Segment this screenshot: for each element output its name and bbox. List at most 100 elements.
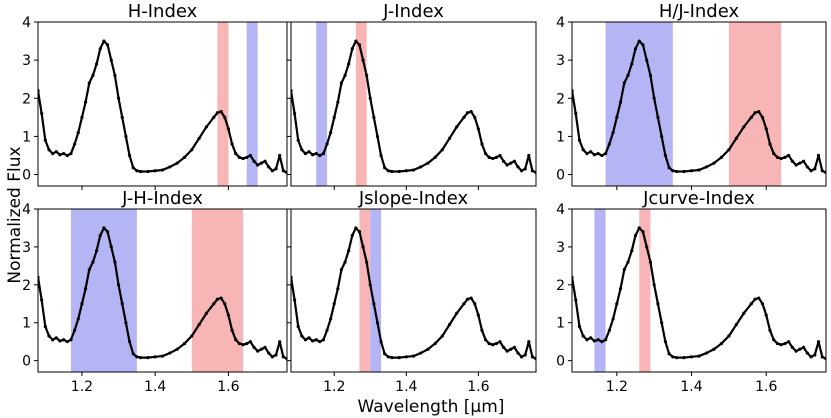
data-point — [516, 165, 520, 169]
data-point — [91, 260, 95, 264]
data-point — [523, 167, 527, 171]
x-tick-label: 1.2 — [323, 379, 345, 395]
data-point — [237, 155, 241, 159]
data-point — [577, 138, 582, 142]
data-point — [219, 296, 223, 300]
data-point — [805, 165, 809, 169]
red-band — [355, 22, 367, 186]
data-point — [105, 230, 110, 234]
x-tick-label: 1.6 — [217, 379, 239, 395]
data-point — [321, 151, 326, 156]
data-point — [585, 151, 589, 156]
data-point — [318, 340, 322, 344]
data-point — [102, 226, 106, 230]
data-point — [372, 115, 376, 119]
data-point — [321, 338, 326, 342]
data-point — [734, 323, 738, 327]
axes-frame — [37, 208, 288, 373]
data-point — [637, 226, 641, 230]
data-point — [801, 159, 806, 163]
data-point — [660, 134, 664, 139]
data-point — [630, 249, 634, 253]
data-point — [622, 268, 626, 272]
data-point — [84, 287, 88, 291]
data-point — [383, 166, 387, 170]
data-point — [98, 233, 102, 238]
data-point — [600, 153, 604, 158]
data-point — [476, 313, 480, 317]
data-point — [663, 153, 667, 158]
data-point — [682, 355, 686, 360]
data-point — [354, 226, 358, 230]
data-point — [168, 165, 172, 169]
red-band — [217, 22, 229, 186]
data-point — [69, 338, 73, 342]
data-point — [54, 150, 58, 154]
data-point — [69, 151, 73, 156]
data-point — [607, 328, 611, 332]
spectrum-points — [291, 226, 536, 361]
data-point — [58, 153, 62, 157]
data-point — [618, 100, 623, 104]
data-point — [794, 163, 798, 167]
data-point — [757, 296, 761, 300]
data-point — [757, 110, 761, 114]
data-point — [300, 148, 304, 152]
data-point — [645, 245, 649, 249]
red-band — [728, 22, 782, 186]
spectrum-line — [291, 39, 536, 174]
data-point — [596, 151, 600, 156]
data-point — [805, 351, 809, 355]
data-point — [113, 260, 117, 264]
data-point — [76, 317, 80, 321]
spectrum-points — [38, 226, 287, 361]
data-point — [813, 353, 817, 357]
data-point — [480, 328, 484, 332]
data-point — [153, 169, 157, 173]
data-point — [674, 169, 679, 174]
blue-band — [605, 22, 673, 186]
panel-title: H/J-Index — [659, 1, 740, 22]
data-point — [775, 155, 780, 159]
data-point — [336, 100, 340, 104]
data-point — [226, 313, 231, 317]
data-point — [329, 317, 333, 321]
y-axis-label: Normalized Flux — [5, 146, 25, 283]
y-tick-label: 1 — [556, 129, 565, 145]
data-point — [577, 324, 582, 329]
x-tick-label: 1.6 — [755, 379, 777, 395]
data-point — [645, 58, 649, 62]
data-point — [783, 341, 787, 346]
data-point — [383, 352, 387, 356]
x-axis-label: Wavelength [μm] — [358, 397, 505, 417]
data-point — [476, 127, 480, 131]
data-point — [648, 73, 653, 77]
data-point — [742, 125, 746, 129]
panels-group: 0 1 2 3 4 H-Index J-Index 0 1 2 3 4 H/J-Index 0 1 2 3 4 1.… — [22, 1, 827, 395]
data-point — [787, 153, 791, 158]
data-point — [760, 302, 765, 306]
data-point — [252, 345, 256, 349]
data-point — [386, 169, 390, 173]
data-point — [259, 161, 263, 165]
data-point — [760, 115, 765, 119]
x-tick-label: 1.4 — [395, 379, 417, 395]
red-band — [359, 209, 371, 372]
data-point — [332, 115, 336, 119]
data-point — [274, 167, 278, 171]
data-point — [245, 341, 249, 346]
data-point — [585, 338, 589, 342]
data-point — [440, 334, 444, 338]
data-point — [618, 287, 623, 291]
panel-2: J-Index — [287, 1, 537, 190]
data-point — [311, 339, 315, 343]
data-point — [73, 328, 77, 332]
data-point — [465, 297, 470, 301]
data-point — [480, 142, 484, 146]
data-point — [689, 355, 694, 359]
data-point — [411, 168, 416, 172]
panel-4: 0 1 2 3 4 1.2 1.4 1.6 J-H-Index — [22, 188, 288, 395]
x-tick-label: 1.2 — [606, 379, 628, 395]
y-tick-label: 3 — [556, 53, 565, 69]
data-point — [820, 355, 824, 359]
